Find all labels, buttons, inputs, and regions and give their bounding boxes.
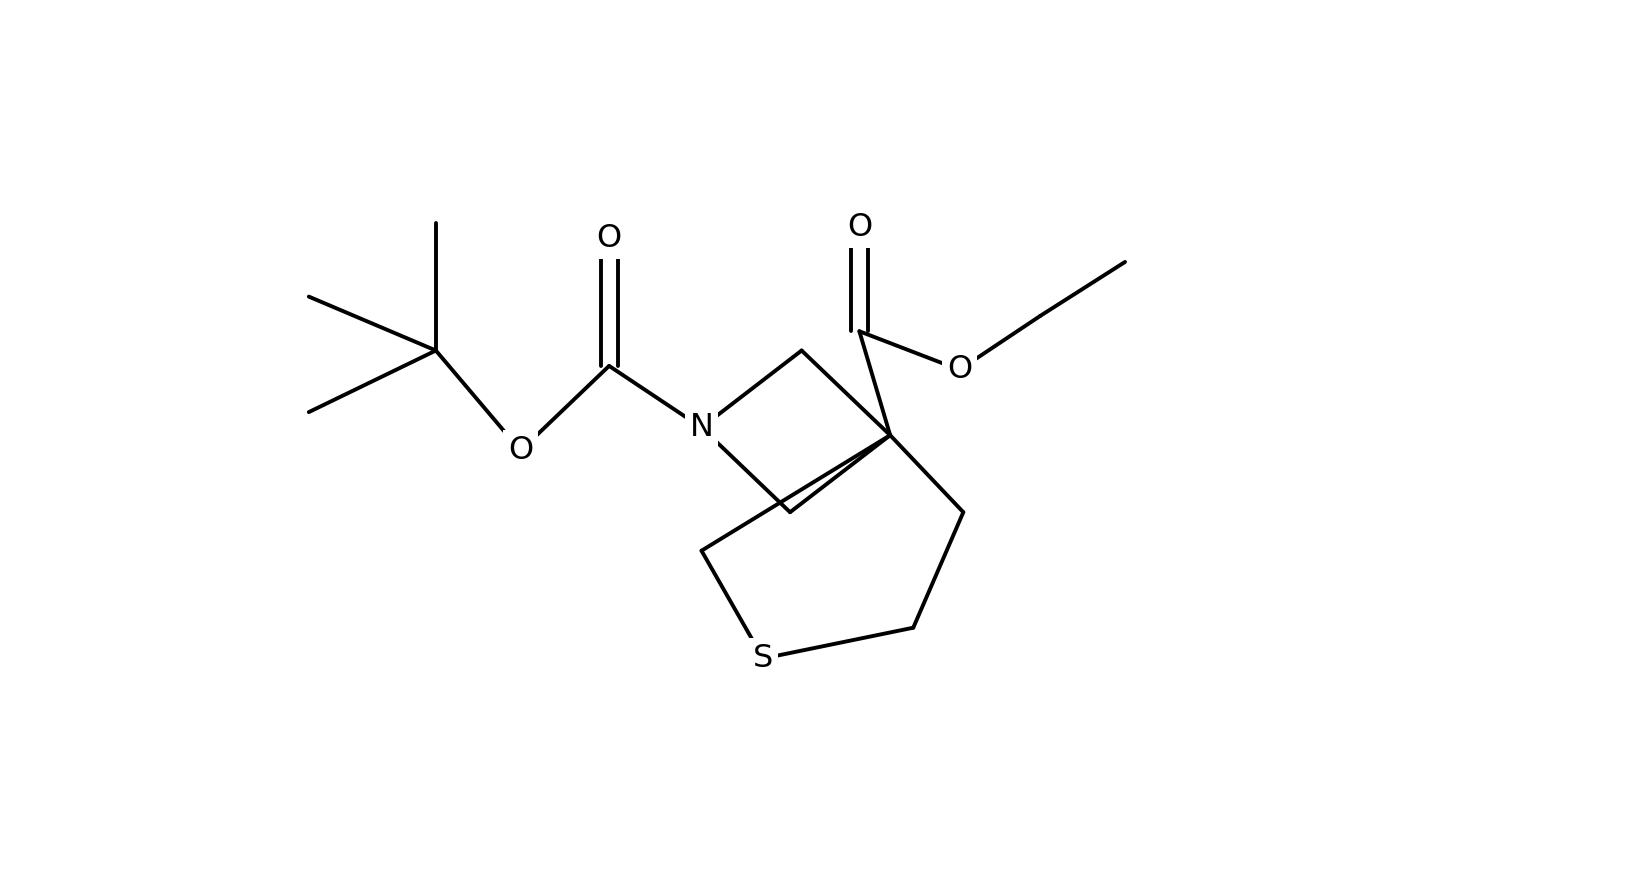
Text: O: O [507, 435, 534, 466]
Text: S: S [753, 643, 773, 674]
Text: O: O [946, 354, 972, 385]
Text: N: N [689, 412, 714, 443]
Text: O: O [596, 224, 622, 254]
Text: O: O [846, 212, 873, 243]
